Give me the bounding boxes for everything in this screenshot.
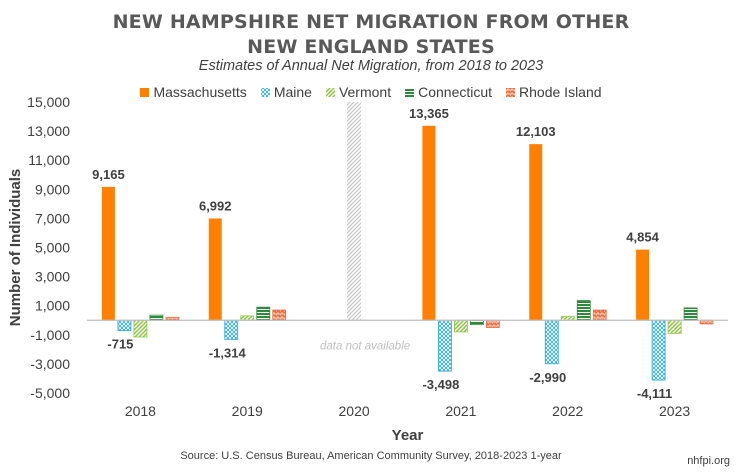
y-axis-title: Number of Individuals	[7, 169, 24, 327]
bar-vermont-2018	[133, 319, 148, 338]
x-tick-label: 2023	[659, 403, 690, 419]
data-label: -715	[107, 337, 133, 352]
bar-connecticut-2018	[149, 314, 164, 321]
legend-item-rhode-island: Rhode Island	[506, 84, 602, 100]
legend-swatch-vermont	[325, 87, 335, 97]
y-tick-label: -1,000	[30, 327, 70, 343]
bar-maine-2019	[224, 319, 239, 340]
legend-item-connecticut: Connecticut	[405, 84, 492, 100]
bar-maine-2023	[651, 319, 666, 381]
bar-connecticut-2019	[256, 306, 271, 321]
bar-vermont-2023	[667, 319, 682, 334]
bar-massachusetts-2023	[636, 249, 650, 321]
legend-swatch-connecticut	[405, 87, 415, 97]
bar-rhode-island-2021	[486, 319, 500, 328]
legend-label-vermont: Vermont	[338, 84, 392, 100]
bar-connecticut-2023	[683, 307, 698, 321]
data-label: -2,990	[529, 370, 566, 385]
legend-item-vermont: Vermont	[325, 84, 392, 100]
data-label: -1,314	[209, 345, 247, 360]
legend-label-massachusetts: Massachusetts	[153, 84, 247, 100]
bar-massachusetts-2022	[529, 144, 543, 321]
legend-swatch-rhode-island	[506, 87, 516, 97]
not-available-bar	[347, 102, 362, 321]
data-label: 12,103	[516, 124, 556, 139]
bar-massachusetts-2018	[101, 186, 115, 321]
chart-title-line-2: NEW ENGLAND STATES	[247, 36, 495, 58]
bar-maine-2021	[438, 319, 452, 372]
data-label: 4,854	[626, 230, 659, 245]
data-label: 13,365	[409, 106, 449, 121]
y-tick-label: 13,000	[27, 123, 70, 139]
y-tick-label: -3,000	[30, 356, 70, 372]
legend-label-rhode-island: Rhode Island	[519, 84, 602, 100]
bar-connecticut-2021	[470, 319, 484, 326]
y-tick-label: 5,000	[35, 240, 70, 256]
bar-rhode-island-2019	[272, 309, 287, 321]
x-tick-label: 2022	[552, 403, 583, 419]
data-label: -4,111	[637, 386, 672, 401]
bar-maine-2022	[544, 319, 559, 365]
legend-item-maine: Maine	[260, 84, 312, 100]
bar-connecticut-2022	[576, 300, 591, 321]
y-tick-label: 11,000	[28, 152, 70, 168]
bar-rhode-island-2022	[592, 309, 607, 321]
chart-title-line-1: NEW HAMPSHIRE NET MIGRATION FROM OTHER	[112, 11, 630, 33]
legend-swatch-maine	[260, 87, 270, 97]
legend-label-connecticut: Connecticut	[418, 84, 493, 100]
bar-maine-2018	[117, 319, 132, 332]
bar-vermont-2019	[240, 315, 255, 321]
x-tick-label: 2019	[232, 403, 263, 419]
data-label: 9,165	[92, 167, 125, 182]
site-credit: nhfpi.org	[687, 455, 730, 467]
legend-label-maine: Maine	[273, 84, 312, 100]
chart-subtitle: Estimates of Annual Net Migration, from …	[198, 58, 544, 74]
x-tick-label: 2021	[445, 403, 476, 419]
y-tick-label: -5,000	[30, 385, 70, 401]
legend-item-massachusetts: Massachusetts	[140, 84, 247, 100]
data-label: -3,498	[422, 377, 459, 392]
source-note: Source: U.S. Census Bureau, American Com…	[180, 450, 562, 462]
y-tick-label: 1,000	[35, 298, 70, 314]
y-tick-label: 15,000	[27, 94, 70, 110]
chart-title: NEW HAMPSHIRE NET MIGRATION FROM OTHER N…	[0, 10, 742, 60]
x-tick-label: 2018	[125, 403, 156, 419]
chart-legend: Massachusetts Maine Vermont Connecticut …	[0, 84, 742, 100]
y-tick-label: 3,000	[35, 269, 70, 285]
bar-massachusetts-2019	[208, 218, 222, 321]
x-axis-title: Year	[392, 427, 424, 444]
x-tick-label: 2020	[339, 403, 370, 419]
y-tick-label: 9,000	[35, 181, 70, 197]
not-available-note: data not available	[320, 340, 410, 352]
bar-massachusetts-2021	[422, 125, 436, 321]
bar-vermont-2021	[454, 319, 468, 333]
y-tick-label: 7,000	[35, 210, 70, 226]
legend-swatch-massachusetts	[140, 87, 150, 97]
data-label: 6,992	[199, 199, 232, 214]
